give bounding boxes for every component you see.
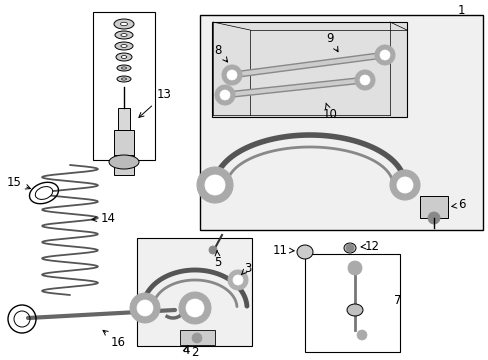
Ellipse shape	[346, 304, 362, 316]
Ellipse shape	[121, 45, 127, 48]
Text: 12: 12	[360, 239, 379, 252]
Circle shape	[226, 70, 237, 80]
Bar	[114, 155, 134, 160]
Text: 1: 1	[456, 4, 464, 17]
Circle shape	[137, 300, 153, 316]
Text: 8: 8	[214, 44, 227, 62]
Circle shape	[215, 85, 235, 105]
Circle shape	[208, 246, 217, 254]
Ellipse shape	[109, 155, 139, 169]
Bar	[180, 330, 215, 345]
Text: 2: 2	[191, 346, 198, 360]
Bar	[212, 22, 406, 117]
Ellipse shape	[296, 245, 312, 259]
Ellipse shape	[122, 78, 126, 80]
Bar	[114, 130, 134, 175]
Circle shape	[222, 65, 242, 85]
Circle shape	[220, 90, 229, 100]
Ellipse shape	[117, 76, 131, 82]
Text: 5: 5	[214, 251, 221, 270]
Ellipse shape	[116, 53, 132, 61]
Ellipse shape	[115, 42, 133, 50]
Circle shape	[396, 177, 412, 193]
Text: 13: 13	[139, 89, 171, 117]
Circle shape	[185, 299, 203, 317]
Circle shape	[379, 50, 389, 60]
Circle shape	[227, 270, 247, 290]
Text: 14: 14	[92, 211, 115, 225]
Text: 10: 10	[322, 103, 337, 122]
Circle shape	[427, 212, 439, 224]
Ellipse shape	[343, 243, 355, 253]
Bar	[200, 15, 482, 230]
Text: 11: 11	[272, 243, 294, 256]
Ellipse shape	[114, 19, 134, 29]
Circle shape	[130, 293, 160, 323]
Ellipse shape	[122, 67, 126, 69]
Circle shape	[359, 75, 369, 85]
Ellipse shape	[121, 55, 126, 58]
Text: 9: 9	[325, 31, 337, 52]
Circle shape	[347, 261, 361, 275]
Ellipse shape	[117, 65, 131, 71]
Circle shape	[197, 167, 232, 203]
Text: 6: 6	[451, 198, 465, 211]
Text: 3: 3	[241, 261, 251, 275]
Ellipse shape	[35, 186, 53, 199]
Bar	[419, 196, 447, 218]
Bar	[137, 238, 251, 346]
Circle shape	[389, 170, 419, 200]
Circle shape	[204, 175, 224, 195]
Bar	[93, 12, 155, 160]
Ellipse shape	[115, 31, 133, 39]
Text: 7: 7	[393, 293, 401, 306]
Circle shape	[232, 275, 243, 285]
Text: 4: 4	[182, 343, 189, 356]
Circle shape	[374, 45, 394, 65]
Circle shape	[354, 70, 374, 90]
Circle shape	[356, 330, 366, 340]
Ellipse shape	[120, 22, 127, 26]
Circle shape	[179, 292, 210, 324]
Text: 16: 16	[103, 330, 125, 348]
Circle shape	[192, 333, 202, 343]
Bar	[305, 254, 399, 352]
Circle shape	[346, 244, 353, 252]
Ellipse shape	[121, 33, 127, 36]
Text: 15: 15	[6, 175, 30, 189]
Bar	[118, 108, 130, 130]
